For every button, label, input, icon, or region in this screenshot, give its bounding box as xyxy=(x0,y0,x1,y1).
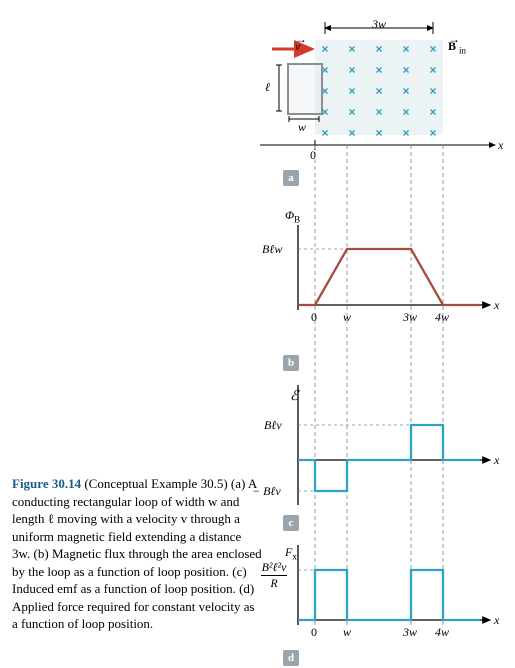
fx-label: Fx xyxy=(285,545,297,561)
emf-curve xyxy=(298,425,480,491)
ell-label: ℓ xyxy=(265,80,270,95)
phi-b-label: ΦB xyxy=(285,208,300,224)
panelA-ytick: Bℓw xyxy=(262,242,282,257)
panelA-xtick-3w: 3w xyxy=(403,310,417,325)
panel-c-badge: c xyxy=(283,515,299,531)
panelB-xlabel: x xyxy=(494,453,499,468)
emf-label: ℰ xyxy=(290,388,298,405)
panelC-xtick-3w: 3w xyxy=(403,625,417,640)
panelC-xtick-4w: 4w xyxy=(435,625,449,640)
panelB-ytick-neg: − Bℓv xyxy=(252,484,281,499)
panel-a-badge: a xyxy=(283,170,299,186)
dimension-3w-label: 3w xyxy=(372,17,386,32)
panelA-xtick-4w: 4w xyxy=(435,310,449,325)
x-axis-label-top: x xyxy=(498,138,503,153)
b-vector-label: → B in xyxy=(448,39,466,55)
panel-d-badge: d xyxy=(283,650,299,666)
panelC-xtick-w: w xyxy=(343,625,351,640)
panelC-xlabel: x xyxy=(494,613,499,628)
force-curve xyxy=(298,570,480,620)
panelA-xtick-w: w xyxy=(343,310,351,325)
v-vector-label: → v xyxy=(295,39,300,54)
panelC-xtick-0: 0 xyxy=(311,625,317,640)
panelA-xtick-0: 0 xyxy=(311,310,317,325)
flux-curve xyxy=(298,249,480,305)
panelA-xlabel: x xyxy=(494,298,499,313)
panelC-ytick: B²ℓ²v R xyxy=(252,560,296,591)
origin-zero-label: 0 xyxy=(310,148,316,163)
w-label: w xyxy=(298,120,306,135)
panel-b-badge: b xyxy=(283,355,299,371)
panelB-ytick-pos: Bℓv xyxy=(264,418,282,433)
